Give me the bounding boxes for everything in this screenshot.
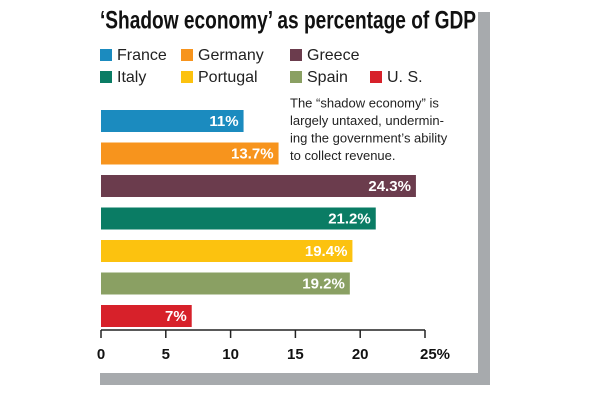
legend-label: Portugal	[198, 69, 258, 86]
legend-label: Spain	[307, 69, 348, 86]
annotation: largely untaxed, undermin-	[290, 113, 444, 128]
value-label: 24.3%	[368, 178, 411, 195]
value-label: 21.2%	[328, 210, 371, 227]
value-label: 19.4%	[305, 243, 348, 260]
annotation: The “shadow economy” is	[290, 95, 439, 110]
x-tick-label: 0	[97, 346, 105, 363]
value-label: 13.7%	[231, 145, 274, 162]
bar	[101, 272, 350, 295]
x-tick-label: 10	[222, 346, 239, 363]
bar	[101, 110, 244, 132]
legend-label: U. S.	[387, 69, 423, 86]
legend-swatch	[370, 71, 382, 83]
chart-title: ‘Shadow economy’ as percentage of GDP	[100, 7, 476, 35]
annotation: to collect revenue.	[290, 148, 396, 163]
legend-swatch	[290, 71, 302, 83]
legend-label: Germany	[198, 47, 264, 64]
legend-label: France	[117, 47, 167, 64]
legend-swatch	[100, 71, 112, 83]
x-tick-label: 5	[162, 346, 170, 363]
value-label: 19.2%	[302, 275, 345, 292]
value-label: 7%	[165, 308, 187, 325]
legend-label: Italy	[117, 69, 146, 86]
bar	[101, 207, 376, 230]
value-label: 11%	[209, 113, 238, 130]
legend-label: Greece	[307, 47, 360, 64]
annotation: ing the government’s ability	[290, 130, 448, 145]
x-tick-label: 15	[287, 346, 304, 363]
x-tick-label: 20	[352, 346, 369, 363]
bar	[101, 240, 353, 262]
bar	[101, 142, 279, 165]
frame-shadow-bottom	[100, 373, 490, 385]
bar	[101, 305, 192, 327]
legend-swatch	[181, 49, 193, 61]
legend-swatch	[181, 71, 193, 83]
x-tick-label: 25%	[420, 346, 450, 363]
bar	[101, 175, 416, 197]
legend-swatch	[100, 49, 112, 61]
frame-shadow-right	[478, 12, 490, 385]
legend-swatch	[290, 49, 302, 61]
